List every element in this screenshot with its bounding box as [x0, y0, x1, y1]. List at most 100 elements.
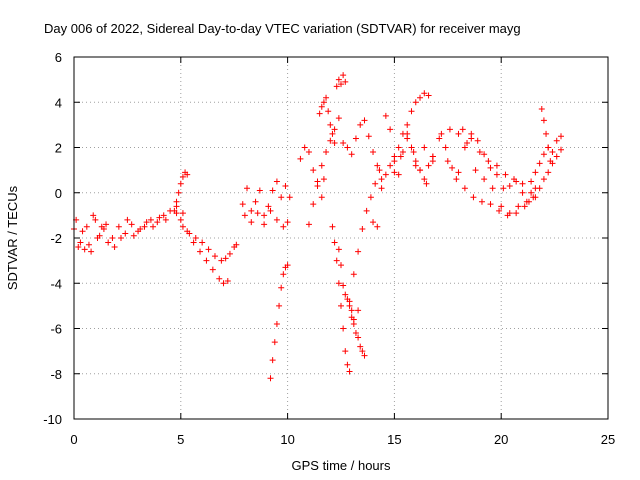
data-point: [222, 255, 229, 262]
data-point: [410, 149, 417, 156]
data-point: [261, 212, 268, 219]
data-point: [117, 235, 124, 241]
axis-ticks: [73, 56, 609, 420]
data-point: [346, 368, 353, 375]
data-point: [335, 280, 342, 287]
data-point: [90, 212, 97, 219]
data-point: [340, 282, 347, 289]
data-point: [333, 257, 340, 264]
data-point: [77, 239, 84, 246]
data-point: [346, 298, 353, 305]
data-point: [536, 185, 543, 192]
data-point: [256, 187, 263, 194]
data-point: [359, 225, 366, 232]
data-point: [408, 144, 415, 151]
data-point: [355, 248, 362, 255]
data-point: [511, 176, 518, 183]
y-tick-label: 6: [55, 50, 62, 65]
data-point: [412, 99, 419, 106]
data-point: [276, 302, 283, 309]
data-point: [179, 223, 186, 230]
data-point: [160, 212, 167, 219]
data-point: [478, 198, 485, 205]
data-point: [545, 144, 552, 151]
data-point: [376, 167, 383, 174]
data-point: [382, 112, 389, 119]
data-point: [395, 144, 402, 151]
data-point: [365, 133, 372, 140]
grid: [74, 57, 608, 419]
data-point: [528, 178, 535, 185]
data-point: [502, 171, 509, 178]
data-point: [273, 216, 280, 223]
data-point: [498, 203, 505, 210]
data-point: [115, 223, 122, 230]
data-point: [265, 203, 272, 210]
data-point: [446, 126, 453, 133]
data-point: [344, 144, 351, 151]
data-point: [470, 194, 477, 201]
data-point: [109, 235, 116, 241]
data-point: [327, 121, 334, 128]
data-point: [248, 207, 255, 214]
data-point: [481, 176, 488, 183]
data-point: [521, 203, 528, 210]
data-point: [340, 325, 347, 332]
data-point: [335, 76, 342, 83]
data-point: [421, 144, 428, 151]
data-point: [314, 178, 321, 185]
data-point: [468, 135, 475, 142]
data-point: [523, 198, 530, 205]
data-point: [387, 162, 394, 169]
data-point: [122, 230, 129, 237]
data-point: [543, 130, 550, 137]
data-point: [331, 239, 338, 246]
data-point: [340, 139, 347, 146]
data-point: [372, 180, 379, 187]
data-point: [421, 176, 428, 183]
data-point: [100, 225, 107, 232]
data-point: [485, 158, 492, 165]
data-point: [532, 169, 539, 176]
data-point: [305, 149, 312, 156]
data-point: [224, 277, 231, 284]
data-point: [459, 126, 466, 133]
data-point: [325, 108, 332, 115]
data-point: [438, 130, 445, 137]
data-point: [545, 169, 552, 176]
data-point: [143, 219, 150, 226]
data-point: [305, 221, 312, 228]
data-point: [342, 348, 349, 355]
data-point: [472, 167, 479, 174]
data-point: [271, 339, 278, 346]
data-point: [318, 162, 325, 169]
y-tick-label: -8: [50, 367, 62, 382]
data-point: [370, 149, 377, 156]
data-point: [423, 180, 430, 187]
y-tick-label: 4: [55, 95, 62, 110]
data-point: [130, 232, 137, 239]
data-point: [496, 207, 503, 214]
data-point: [92, 216, 99, 223]
data-point: [487, 164, 494, 171]
data-point: [150, 223, 157, 230]
data-point: [94, 235, 101, 241]
data-point: [331, 126, 338, 133]
data-point: [154, 219, 161, 226]
data-point: [179, 173, 186, 180]
data-point: [137, 225, 144, 232]
data-point: [558, 146, 565, 153]
data-point: [417, 167, 424, 174]
data-point: [361, 117, 368, 124]
data-point: [395, 171, 402, 178]
data-point: [453, 176, 460, 183]
data-point: [425, 162, 432, 169]
data-point: [387, 126, 394, 133]
data-point: [348, 151, 355, 158]
data-point: [553, 153, 560, 160]
data-point: [218, 257, 225, 264]
data-point: [506, 182, 513, 189]
data-point: [173, 210, 180, 217]
data-point: [190, 239, 197, 246]
data-point: [519, 180, 526, 187]
